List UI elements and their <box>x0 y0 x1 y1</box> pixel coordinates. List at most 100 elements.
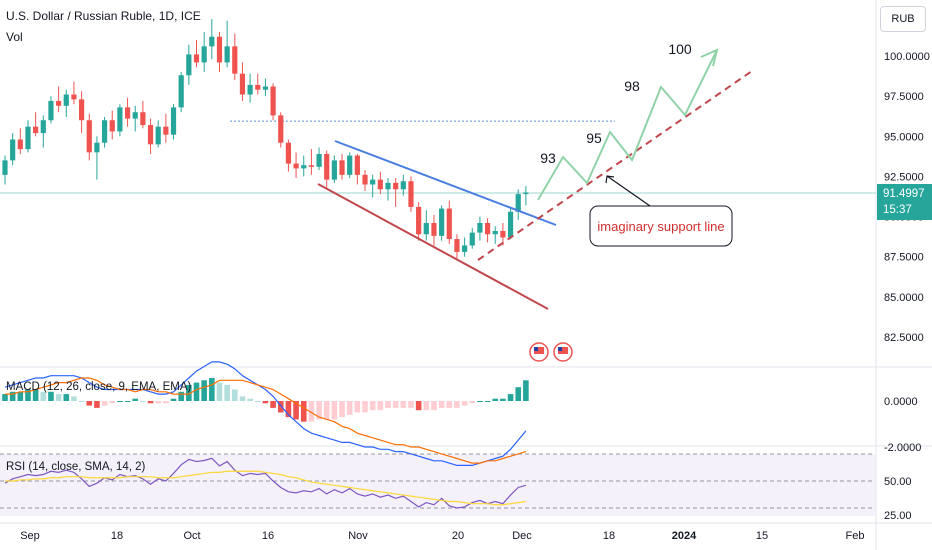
rsi-tick-label: 50.00 <box>884 476 912 488</box>
candle-body <box>370 179 376 185</box>
signal-line <box>5 377 527 464</box>
candle-body <box>140 112 146 126</box>
candle-body <box>94 142 100 153</box>
macd-histogram-bar <box>285 401 292 418</box>
candle-body <box>224 46 230 63</box>
price-tick-label: 97.5000 <box>884 91 924 103</box>
macd-histogram-bar <box>415 401 422 411</box>
candle-body <box>201 46 207 63</box>
macd-histogram-bar <box>400 401 407 408</box>
projection-path <box>537 51 717 201</box>
candle-body <box>40 120 46 134</box>
candle-body <box>523 192 529 195</box>
candle-body <box>301 165 307 169</box>
candle-body <box>186 54 192 76</box>
price-tick-label: 95.0000 <box>884 131 924 143</box>
candle-body <box>255 84 261 90</box>
macd-histogram-bar <box>377 401 384 411</box>
macd-histogram-bar <box>492 398 499 401</box>
candle-body <box>362 174 368 185</box>
price-tick-label: 82.5000 <box>884 332 924 344</box>
candle-body <box>117 107 123 132</box>
candle-body <box>484 222 491 235</box>
macd-histogram-bar <box>48 391 54 401</box>
rsi-ma-line <box>5 470 526 506</box>
candle-body <box>393 182 399 190</box>
macd-histogram-bar <box>170 398 177 401</box>
candle-body <box>439 208 445 236</box>
macd-histogram-bar <box>55 394 62 401</box>
candle-body <box>170 107 177 135</box>
candle-body <box>416 206 422 235</box>
macd-histogram-bar <box>155 401 161 404</box>
candle-body <box>17 139 23 150</box>
candle-body <box>316 153 322 167</box>
candle-body <box>423 222 429 235</box>
candle-body <box>507 211 514 238</box>
candle-body <box>232 46 238 74</box>
macd-histogram-bar <box>446 401 453 408</box>
macd-histogram-bar <box>408 401 414 408</box>
macd-histogram-bar <box>500 398 506 401</box>
candle-body <box>515 194 521 212</box>
last-price-value: 91.4997 <box>883 188 925 200</box>
candle-body <box>247 84 253 95</box>
macd-histogram-bar <box>362 401 368 413</box>
candle-body <box>109 120 115 132</box>
macd-histogram-bar <box>469 401 476 404</box>
time-tick-label: 18 <box>111 530 123 542</box>
macd-histogram-bar <box>454 401 460 408</box>
macd-histogram-bar <box>300 401 307 422</box>
candle-body <box>239 73 246 95</box>
candle-body <box>500 231 506 238</box>
candle-body <box>308 165 314 167</box>
target-label: 100 <box>668 41 692 57</box>
macd-histogram-bar <box>40 391 47 401</box>
price-tick-label: 87.5000 <box>884 252 924 264</box>
macd-histogram-bar <box>117 401 123 402</box>
target-label: 93 <box>540 150 556 166</box>
candle-body <box>477 222 483 233</box>
candle-body <box>377 179 383 190</box>
price-tick-label: 100.0000 <box>884 51 930 63</box>
macd-histogram-bar <box>323 401 330 420</box>
time-tick-label: 2024 <box>672 530 697 542</box>
macd-histogram-bar <box>178 391 184 401</box>
price-tick-label: 85.0000 <box>884 292 924 304</box>
channel-lower-line <box>317 183 549 310</box>
time-tick-label: 15 <box>756 530 768 542</box>
target-label: 98 <box>624 78 640 94</box>
candle-body <box>79 99 85 121</box>
macd-histogram-bar <box>124 401 131 402</box>
macd-histogram-bar <box>193 382 200 401</box>
macd-histogram-bar <box>515 387 522 401</box>
candle-body <box>147 125 154 145</box>
candle-body <box>324 153 330 180</box>
macd-histogram-bar <box>247 398 253 401</box>
macd-histogram-bar <box>293 401 299 420</box>
candle-body <box>385 182 391 190</box>
us-flag-event-icon <box>558 347 562 351</box>
macd-histogram-bar <box>201 380 207 401</box>
macd-histogram-bar <box>423 401 430 411</box>
macd-histogram-bar <box>523 380 529 401</box>
rsi-band <box>0 454 875 516</box>
candle-body <box>285 142 292 164</box>
us-flag-event-icon <box>534 347 544 354</box>
macd-tick-label: -2.0000 <box>884 442 921 454</box>
us-flag-event-icon <box>558 347 568 354</box>
candle-body <box>262 86 269 90</box>
macd-histogram-bar <box>71 396 77 401</box>
time-tick-label: 18 <box>603 530 615 542</box>
rsi-legend: RSI (14, close, SMA, 14, 2) <box>6 461 146 473</box>
currency-button[interactable]: RUB <box>880 6 926 32</box>
time-tick-label: Nov <box>348 530 368 542</box>
target-label: 95 <box>586 130 602 146</box>
macd-histogram-bar <box>262 401 269 404</box>
candle-body <box>132 112 138 119</box>
macd-legend: MACD (12, 26, close, 9, EMA, EMA) <box>6 381 192 393</box>
candle-body <box>178 75 184 108</box>
macd-histogram-bar <box>254 401 261 402</box>
time-tick-label: Dec <box>512 530 532 542</box>
